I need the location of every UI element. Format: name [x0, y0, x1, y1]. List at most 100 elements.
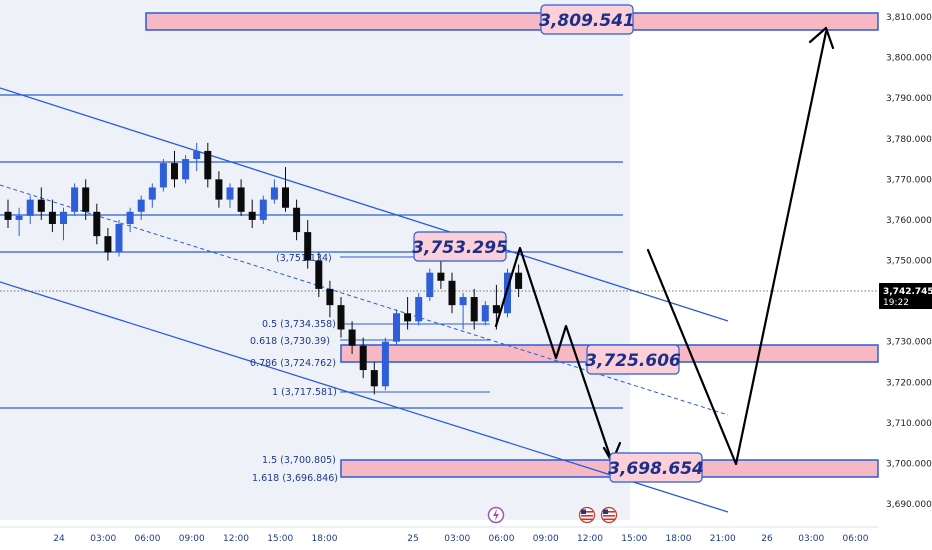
candles — [4, 142, 523, 395]
candle-body — [48, 211, 56, 224]
event-icons — [487, 506, 618, 524]
callout-3725: 3,725.606 — [585, 344, 681, 375]
candle-body — [82, 187, 90, 212]
time-tick-label: 06:00 — [489, 534, 515, 544]
fib-label: (3,751.134) — [276, 253, 332, 264]
candle-body — [104, 236, 112, 253]
price-tick-label: 3,790.000 — [886, 94, 932, 104]
time-axis[interactable]: 24 03:00 06:00 09:00 12:00 15:00 18:00 25 03:00 0… — [53, 534, 868, 544]
price-tick-label: 3,760.000 — [886, 216, 932, 226]
us-flag-icon[interactable] — [578, 506, 596, 524]
channel — [0, 87, 729, 513]
candle-body — [348, 329, 356, 346]
candle-body — [270, 187, 278, 200]
candle-body — [282, 187, 289, 208]
time-tick-label: 21:00 — [710, 534, 736, 544]
candle-body — [515, 272, 523, 289]
price-tick-label: 3,750.000 — [886, 257, 932, 267]
time-tick-label: 03:00 — [444, 534, 470, 544]
candle-body — [370, 370, 378, 387]
price-tick-label: 3,710.000 — [886, 419, 932, 429]
fib-label: 0.5 (3,734.358) — [262, 319, 336, 330]
svg-text:3,753.295: 3,753.295 — [412, 238, 508, 258]
candle-body — [315, 260, 323, 289]
candle-body — [359, 345, 367, 371]
price-tick-label: 3,700.000 — [886, 459, 932, 469]
callout-3809: 3,809.541 — [539, 4, 635, 35]
candle-body — [182, 159, 190, 180]
svg-text:3,698.654: 3,698.654 — [608, 459, 704, 479]
price-tick-label: 3,690.000 — [886, 500, 932, 510]
projection-rally — [646, 30, 828, 466]
time-tick-label: 18:00 — [666, 534, 692, 544]
time-tick-label: 03:00 — [798, 534, 824, 544]
candle-body — [148, 187, 156, 200]
candle-body — [171, 163, 178, 180]
candle-body — [126, 211, 134, 224]
candle-body — [137, 199, 145, 212]
channel-mid — [0, 184, 729, 416]
candle-body — [393, 313, 400, 342]
candle-body — [426, 272, 434, 298]
fib-label: 1.5 (3,700.805) — [262, 455, 336, 466]
fib-label: 0.618 (3,730.39) — [250, 336, 330, 347]
candle-body — [4, 211, 12, 220]
candle-body — [93, 211, 101, 237]
time-tick-label: 15:00 — [621, 534, 647, 544]
candle-body — [337, 305, 345, 330]
time-tick-label: 03:00 — [90, 534, 116, 544]
time-tick-label: 06:00 — [135, 534, 161, 544]
time-tick-label: 24 — [53, 534, 65, 544]
time-tick-label: 18:00 — [312, 534, 338, 544]
candle-body — [71, 187, 79, 212]
fib-label: 1 (3,717.581) — [272, 387, 337, 398]
candle-body — [248, 211, 256, 220]
candle-body — [26, 199, 34, 216]
candle-body — [504, 272, 511, 314]
price-axis[interactable]: 3,690.000 3,700.000 3,710.000 3,720.000 3,73… — [886, 13, 932, 510]
time-tick-label: 12:00 — [223, 534, 249, 544]
current-price-value: 3,742.745 — [883, 287, 932, 297]
price-tick-label: 3,810.000 — [886, 13, 932, 23]
time-tick-label: 12:00 — [577, 534, 603, 544]
candle-body — [226, 187, 234, 200]
zone-3809 — [145, 12, 879, 31]
candle-body — [448, 280, 456, 306]
candle-body — [115, 223, 123, 253]
candle-body — [415, 297, 423, 322]
candle-body — [293, 207, 301, 233]
time-tick-label: 09:00 — [179, 534, 205, 544]
fib-labels: (3,751.134) 0.5 (3,734.358) 0.618 (3,730… — [250, 253, 338, 484]
time-tick-label: 09:00 — [533, 534, 559, 544]
price-tick-label: 3,720.000 — [886, 378, 932, 388]
candle-body — [259, 199, 267, 220]
candle-body — [481, 305, 489, 322]
candle-body — [326, 288, 334, 306]
svg-text:3,809.541: 3,809.541 — [539, 11, 635, 31]
time-tick-label: 06:00 — [843, 534, 869, 544]
time-tick-label: 25 — [407, 534, 418, 544]
candle-body — [381, 341, 389, 387]
candle-body — [304, 232, 312, 261]
price-tick-label: 3,780.000 — [886, 135, 932, 145]
candle-body — [15, 215, 23, 220]
candle-body — [215, 179, 223, 200]
lightning-icon[interactable] — [487, 506, 505, 524]
time-tick-label: 15:00 — [267, 534, 293, 544]
channel-top — [0, 87, 729, 322]
callout-3753: 3,753.295 — [412, 231, 508, 262]
price-tick-label: 3,730.000 — [886, 338, 932, 348]
fib-label: 1.618 (3,696.846) — [252, 473, 338, 484]
projection-zigzag — [494, 246, 614, 464]
channel-bottom — [0, 281, 729, 513]
us-flag-icon[interactable] — [600, 506, 618, 524]
candle-body — [237, 187, 245, 212]
candle-body — [459, 297, 467, 306]
callout-3698: 3,698.654 — [608, 452, 704, 483]
svg-text:3,725.606: 3,725.606 — [585, 351, 681, 371]
candle-body — [193, 150, 201, 160]
fib-label: 0.786 (3,724.762) — [250, 358, 336, 369]
candle-body — [492, 305, 500, 314]
price-tick-label: 3,800.000 — [886, 54, 932, 64]
